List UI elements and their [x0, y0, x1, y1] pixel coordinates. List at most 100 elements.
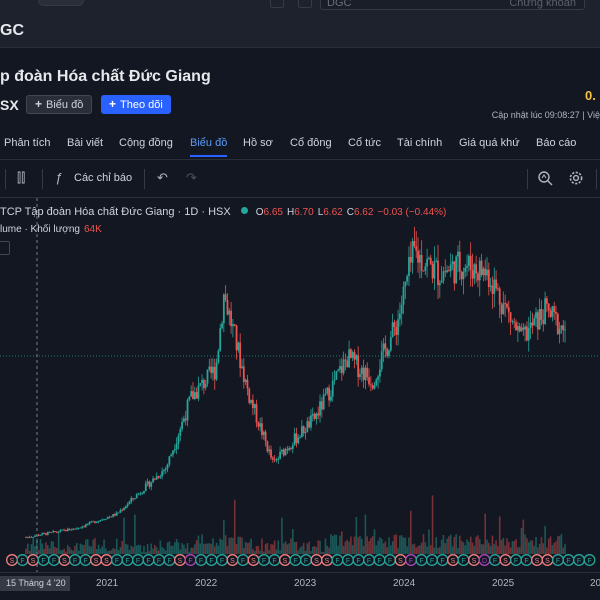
volume-bar [219, 538, 222, 554]
add-chart-button[interactable]: + Biểu đồ [26, 95, 93, 114]
candle-body [72, 528, 75, 530]
candle-body [469, 255, 472, 271]
volume-bar [395, 534, 398, 554]
candle-body [115, 512, 118, 516]
volume-bar [524, 534, 526, 554]
follow-button[interactable]: + Theo dõi [101, 95, 171, 114]
volume-bar [54, 546, 56, 554]
candle-body [291, 445, 294, 449]
search-input[interactable]: DGC Chứng khoán [320, 0, 585, 10]
candle-body [491, 285, 494, 294]
candle-body [322, 394, 325, 410]
tab-shareholders[interactable]: Cổ đông [290, 137, 332, 149]
tab-profile[interactable]: Hồ sơ [243, 137, 273, 149]
candle-body [462, 271, 465, 280]
candle-body [418, 254, 421, 263]
candle-body [493, 279, 496, 294]
event-marker-label: F [524, 558, 528, 565]
candle-body [153, 478, 156, 480]
event-marker-label: S [62, 558, 67, 565]
candle-body [400, 304, 403, 314]
x-tick-label: 2024 [393, 578, 416, 589]
indicators-button[interactable]: Các chỉ báo [74, 172, 133, 184]
candle-body [104, 519, 107, 520]
fx-icon[interactable]: ƒ [55, 170, 63, 185]
volume-bar [355, 516, 358, 554]
settings-gear-icon[interactable] [568, 170, 584, 189]
undo-icon[interactable]: ↶ [157, 170, 168, 185]
volume-bar [409, 510, 412, 554]
candle-body [253, 404, 256, 409]
volume-bar [257, 546, 260, 554]
tab-community[interactable]: Cộng đồng [119, 137, 173, 149]
volume-bar [177, 542, 180, 554]
volume-bar [212, 538, 214, 554]
volume-bar [502, 537, 505, 554]
volume-bar [466, 539, 468, 554]
candle-body [464, 267, 467, 272]
tab-articles[interactable]: Bài viết [67, 137, 104, 149]
volume-bar [310, 551, 312, 554]
legend-collapse-button[interactable] [0, 241, 10, 255]
volume-bar [224, 535, 227, 554]
grid-icon[interactable] [270, 0, 284, 8]
volume-bar [99, 548, 102, 554]
volume-bar [259, 550, 261, 554]
volume-bar [85, 539, 87, 554]
redo-icon[interactable]: ↷ [186, 170, 197, 185]
volume-bar [193, 544, 196, 554]
candle-body [422, 270, 425, 272]
volume-bar [317, 540, 320, 554]
toolbar-divider [42, 169, 43, 189]
volume-bar [45, 542, 47, 554]
volume-bar [233, 499, 236, 554]
event-marker-label: S [230, 558, 235, 565]
candle-body [213, 366, 216, 380]
candle-body [117, 512, 120, 514]
candle-body [369, 384, 372, 386]
candle-body [108, 516, 111, 518]
candle-body [30, 537, 33, 538]
event-marker-label: S [94, 558, 99, 565]
candle-body [273, 459, 276, 461]
volume-bar [110, 550, 113, 554]
candle-body [520, 327, 523, 332]
candle-body [83, 526, 85, 528]
volume-bar [48, 548, 51, 554]
search-mode[interactable]: Chứng khoán [509, 0, 576, 9]
volume-bar [537, 547, 539, 554]
volume-bar [148, 551, 151, 554]
ticker-bar: GC [0, 14, 600, 48]
tab-dividends[interactable]: Cổ tức [348, 137, 382, 149]
candle-body [186, 400, 189, 421]
volume-bar [360, 538, 363, 554]
candle-body [139, 493, 142, 495]
toolbar-divider [5, 169, 6, 189]
volume-bar [493, 544, 496, 554]
candles-icon[interactable]: ⫿⫿ [17, 170, 26, 185]
ticker-symbol: GC [0, 22, 24, 39]
candle-body [95, 521, 98, 523]
candle-body [395, 326, 398, 335]
quick-search-icon[interactable] [537, 170, 553, 189]
tab-history[interactable]: Giá quá khứ [459, 137, 520, 149]
tab-chart[interactable]: Biểu đồ [190, 137, 228, 157]
toggle-pill[interactable] [38, 0, 84, 6]
candle-body [183, 418, 185, 422]
add-icon[interactable] [298, 0, 312, 8]
candle-body [408, 256, 410, 277]
tab-financials[interactable]: Tài chính [397, 137, 443, 149]
company-name: p đoàn Hóa chất Đức Giang [0, 68, 211, 85]
volume-bar [179, 549, 182, 554]
low-value: 6.62 [323, 207, 343, 218]
volume-bar [201, 534, 203, 554]
volume-bar [92, 539, 94, 554]
volume-bar [442, 534, 445, 554]
candle-body [226, 299, 229, 315]
volume-bar [135, 545, 138, 554]
tab-reports[interactable]: Báo cáo [536, 137, 577, 149]
tab-analysis[interactable]: Phân tích [4, 137, 51, 149]
volume-bar [88, 545, 91, 554]
